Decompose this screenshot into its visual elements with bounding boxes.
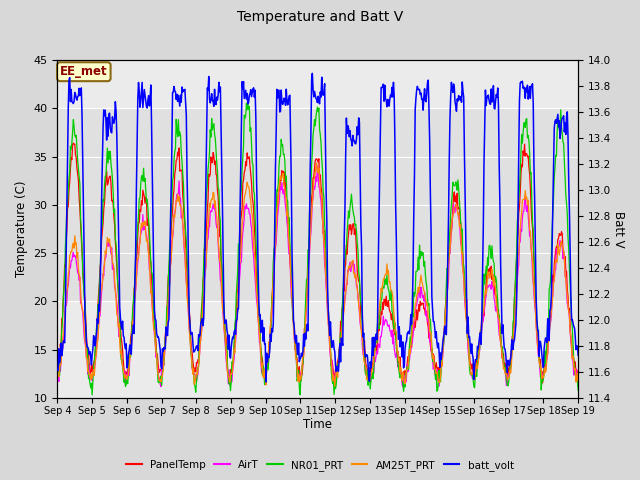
Bar xyxy=(58,108,578,301)
Y-axis label: Batt V: Batt V xyxy=(612,211,625,247)
Text: Temperature and Batt V: Temperature and Batt V xyxy=(237,10,403,24)
Y-axis label: Temperature (C): Temperature (C) xyxy=(15,181,28,277)
Text: EE_met: EE_met xyxy=(60,65,108,78)
X-axis label: Time: Time xyxy=(303,419,332,432)
Legend: PanelTemp, AirT, NR01_PRT, AM25T_PRT, batt_volt: PanelTemp, AirT, NR01_PRT, AM25T_PRT, ba… xyxy=(122,456,518,475)
